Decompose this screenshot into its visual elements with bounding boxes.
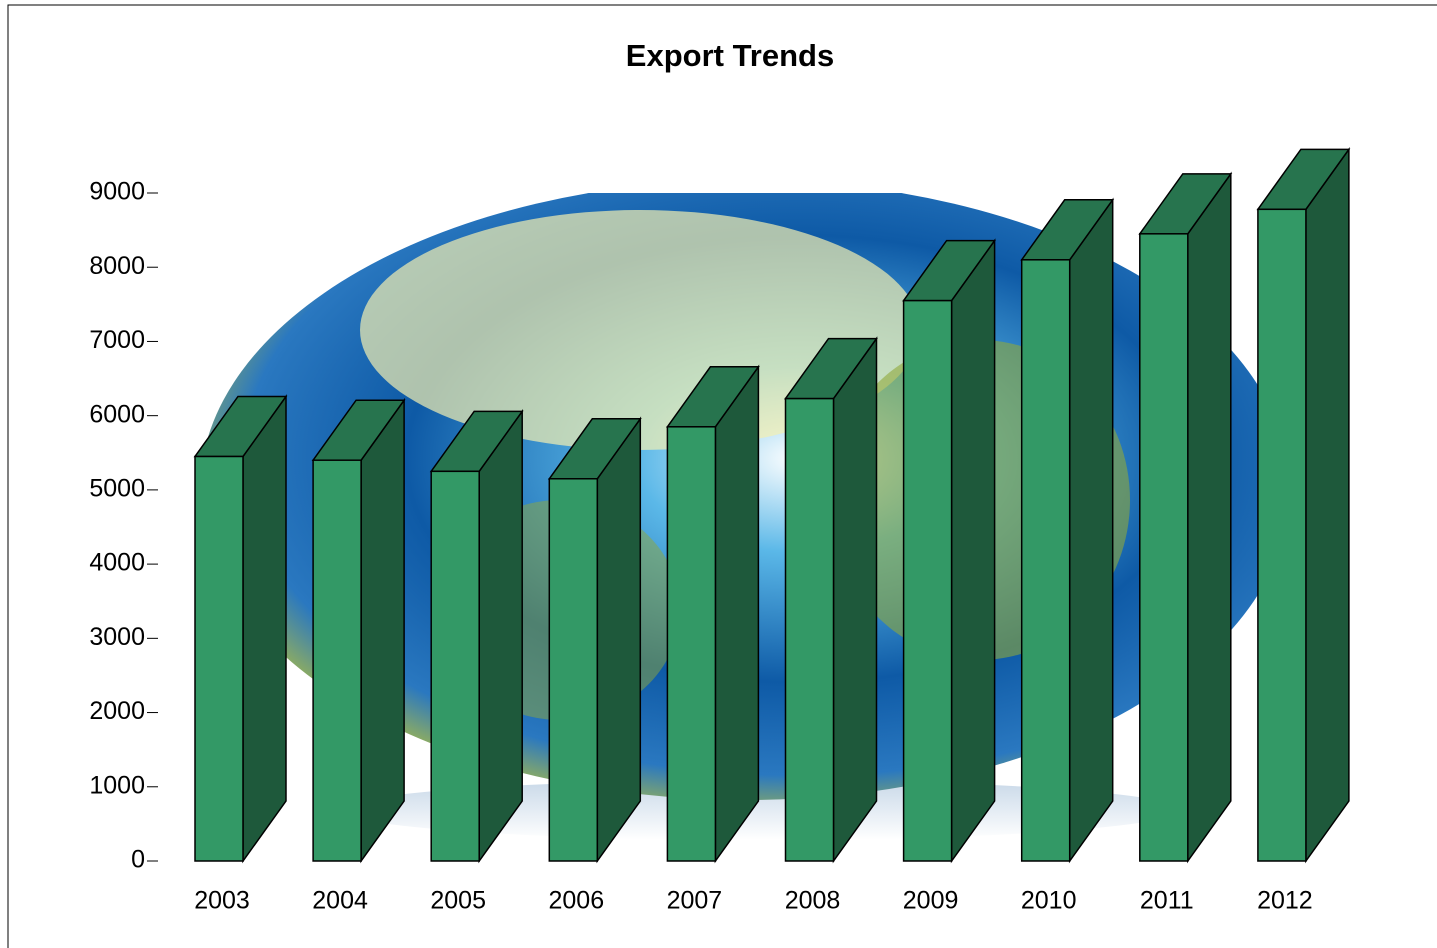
y-tick-label: 6000 <box>89 400 145 428</box>
y-tick-label: 8000 <box>89 252 145 280</box>
y-tick-label: 0 <box>131 846 145 874</box>
bar <box>1256 146 1351 864</box>
x-tick-label: 2006 <box>548 887 604 915</box>
x-tick-label: 2011 <box>1140 887 1194 915</box>
y-tick-label: 2000 <box>89 697 145 725</box>
bar-side <box>360 397 405 864</box>
y-tick-label: 5000 <box>89 474 145 502</box>
bar <box>193 394 288 864</box>
bar-front <box>548 478 599 862</box>
bar-front <box>902 299 953 862</box>
bar-front <box>430 470 480 862</box>
y-tick-label: 3000 <box>89 623 145 651</box>
bar-front <box>1139 233 1189 862</box>
bar-front <box>784 397 835 862</box>
bar-side <box>596 416 642 864</box>
bar-front <box>666 426 717 862</box>
bar-side <box>950 238 996 864</box>
bar-front <box>194 455 244 862</box>
bar-front <box>1257 208 1307 862</box>
bar-front <box>1020 259 1071 862</box>
bar <box>429 408 524 864</box>
bar-side <box>478 408 523 864</box>
bar-side <box>832 336 878 864</box>
bar <box>784 336 878 864</box>
bar <box>547 416 642 864</box>
x-tick-label: 2012 <box>1257 887 1313 915</box>
y-tick-label: 4000 <box>89 549 145 577</box>
y-tick-label: 7000 <box>89 326 145 354</box>
bar <box>1020 197 1115 864</box>
y-tick-label: 9000 <box>89 178 145 206</box>
bar-side <box>1068 197 1114 864</box>
x-tick-label: 2005 <box>430 887 486 915</box>
x-tick-label: 2010 <box>1021 887 1077 915</box>
chart-title: Export Trends <box>626 38 834 73</box>
bar <box>902 238 997 864</box>
bar <box>665 364 760 864</box>
y-tick-label: 1000 <box>89 771 145 799</box>
bar <box>311 397 406 864</box>
bar-side <box>242 394 287 864</box>
x-tick-label: 2009 <box>903 887 959 915</box>
x-tick-label: 2003 <box>194 887 250 915</box>
bar <box>1138 171 1233 864</box>
bar-side <box>1305 146 1350 864</box>
bar-side <box>714 364 760 864</box>
x-tick-label: 2004 <box>312 887 368 915</box>
bar-front <box>312 459 362 862</box>
x-tick-label: 2007 <box>667 887 723 915</box>
x-tick-label: 2008 <box>785 887 841 915</box>
bar-side <box>1187 171 1232 864</box>
